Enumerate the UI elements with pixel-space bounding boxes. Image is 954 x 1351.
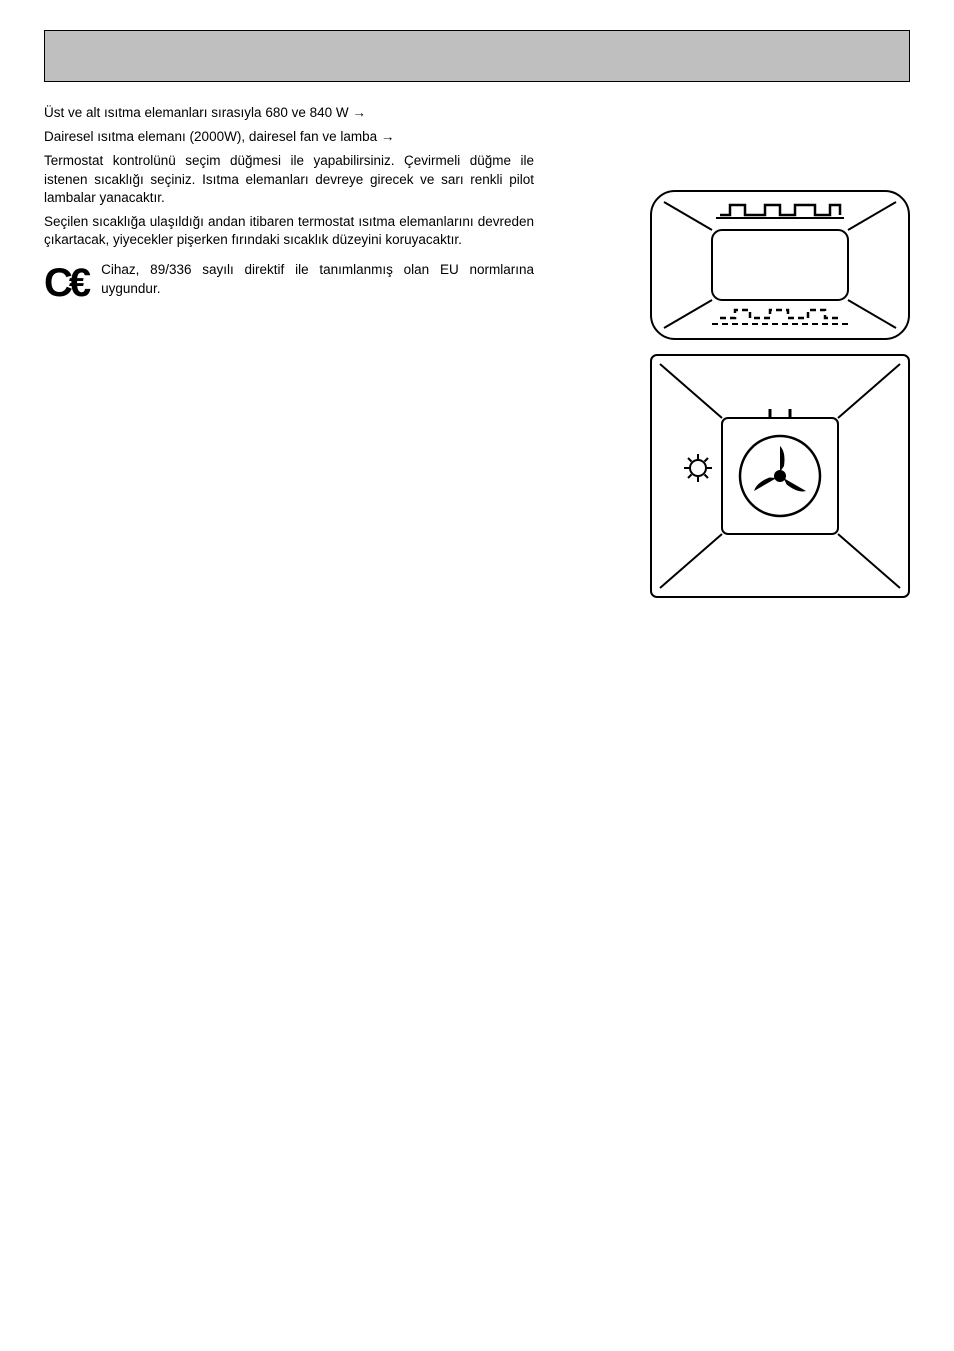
paragraph-circular-element: Dairesel ısıtma elemanı (2000W), dairese… (44, 128, 534, 146)
diagram-column (650, 190, 910, 612)
diagram-oven-top-bottom-elements (650, 190, 910, 340)
content-area: Üst ve alt ısıtma elemanları sırasıyla 6… (44, 104, 910, 310)
diagram-oven-fan-lamp (650, 354, 910, 598)
page-root: Üst ve alt ısıtma elemanları sırasıyla 6… (0, 0, 954, 1351)
paragraph-thermostat-control: Termostat kontrolünü seçim düğmesi ile y… (44, 152, 534, 207)
eu-conformity-line: C€ Cihaz, 89/336 sayılı direktif ile tan… (44, 256, 534, 310)
ce-mark-icon: C€ (44, 256, 87, 310)
paragraph-elements-wattage: Üst ve alt ısıtma elemanları sırasıyla 6… (44, 104, 534, 122)
page-header-bar (44, 30, 910, 82)
body-text-column: Üst ve alt ısıtma elemanları sırasıyla 6… (44, 104, 534, 310)
paragraph-thermostat-behavior: Seçilen sıcaklığa ulaşıldığı andan itiba… (44, 213, 534, 249)
paragraph-eu-directive: Cihaz, 89/336 sayılı direktif ile tanıml… (101, 261, 534, 297)
